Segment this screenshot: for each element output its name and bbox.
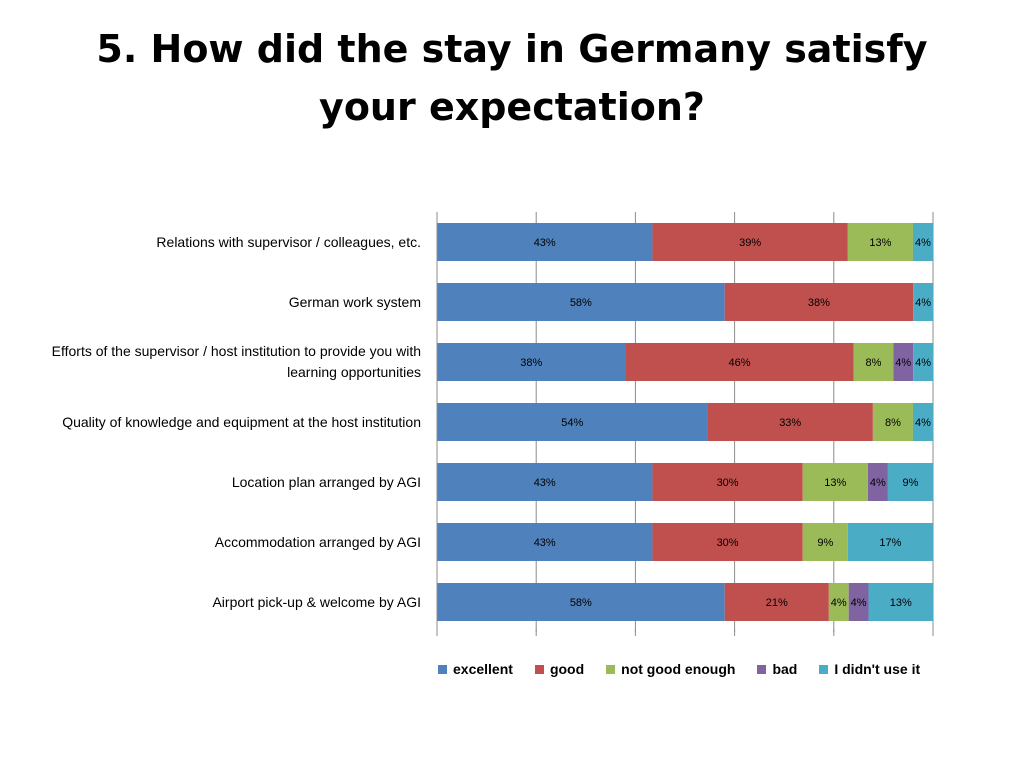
category-label: Location plan arranged by AGI <box>231 473 421 490</box>
legend-label: bad <box>772 661 798 677</box>
bar-segment <box>724 283 914 321</box>
legend-item: good <box>534 661 585 677</box>
bar-segment <box>437 523 653 561</box>
bar-segment <box>848 583 869 621</box>
bar-segment <box>652 223 848 261</box>
data-label: 4% <box>831 597 847 609</box>
bar-segment <box>437 403 708 441</box>
data-label: 4% <box>895 357 911 369</box>
legend-item: not good enough <box>606 661 735 677</box>
data-label: 30% <box>717 477 739 489</box>
bar-segment <box>437 343 626 381</box>
legend-swatch <box>757 664 767 674</box>
data-label: 39% <box>739 237 761 249</box>
data-label: 38% <box>808 297 830 309</box>
category-label: Airport pick-up & welcome by AGI <box>212 593 421 610</box>
bar-segment <box>652 523 803 561</box>
bar-segment <box>872 403 913 441</box>
bar-segment <box>707 403 873 441</box>
bar-segment <box>847 223 913 261</box>
data-label: 54% <box>561 417 583 429</box>
data-label: 4% <box>915 417 931 429</box>
bar-segment <box>437 283 725 321</box>
legend-swatch <box>534 664 544 674</box>
data-label: 4% <box>851 597 867 609</box>
legend-item: bad <box>757 661 797 677</box>
legend-item: excellent <box>438 661 513 677</box>
data-label: 17% <box>879 537 901 549</box>
category-label: Efforts of the supervisor / host institu… <box>51 343 421 380</box>
legend-swatch <box>606 664 616 674</box>
bar-segment <box>828 583 849 621</box>
category-label: Accommodation arranged by AGI <box>214 533 421 550</box>
legend-swatch <box>438 664 447 674</box>
legend-label: I didn't use it <box>834 661 921 677</box>
bar-segment <box>867 463 888 501</box>
data-label: 8% <box>885 417 901 429</box>
chart-title-line-1: 5. How did the stay in Germany satisfy <box>96 27 928 71</box>
bar-segment <box>652 463 803 501</box>
data-label: 9% <box>817 537 833 549</box>
category-label: Relations with supervisor / colleagues, … <box>156 233 421 250</box>
bar-segment <box>437 583 725 621</box>
data-label: 30% <box>717 537 739 549</box>
data-label: 4% <box>915 297 931 309</box>
category-label: German work system <box>288 293 421 310</box>
bar-segment <box>913 283 933 321</box>
bar-segment <box>853 343 894 381</box>
data-label: 33% <box>779 417 801 429</box>
legend: excellent good not good enough bad I didn't … <box>438 661 920 677</box>
bar-segment <box>868 583 933 621</box>
data-label: 46% <box>729 357 751 369</box>
data-label: 4% <box>870 477 886 489</box>
bar-segment <box>802 463 868 501</box>
bar-segment <box>802 523 848 561</box>
category-label: Quality of knowledge and equipment at th… <box>62 413 421 430</box>
data-label: 43% <box>534 537 556 549</box>
bar-segment <box>437 463 653 501</box>
data-label: 13% <box>824 477 846 489</box>
data-label: 43% <box>534 237 556 249</box>
legend-label: not good enough <box>621 661 736 677</box>
legend-swatch <box>819 664 829 674</box>
data-label: 4% <box>915 357 931 369</box>
bar-segment <box>847 523 933 561</box>
data-label: 8% <box>866 357 882 369</box>
bar-segment <box>887 463 933 501</box>
legend-item: I didn't use it <box>819 661 920 677</box>
bar-segment <box>625 343 854 381</box>
data-label: 43% <box>534 477 556 489</box>
data-label: 58% <box>570 297 592 309</box>
legend-label: good <box>549 661 585 677</box>
chart-title-line-2: your expectation? <box>319 85 705 129</box>
bar-segment <box>912 223 933 261</box>
bar-segment <box>724 583 829 621</box>
bar-segment <box>912 403 933 441</box>
data-label: 9% <box>903 477 919 489</box>
data-label: 4% <box>915 237 931 249</box>
bar-segment <box>893 343 914 381</box>
data-label: 21% <box>766 597 788 609</box>
data-label: 58% <box>570 597 592 609</box>
data-label: 13% <box>869 237 891 249</box>
bar-segment <box>913 343 933 381</box>
chart-title: 5. How did the stay in Germany satisfy y… <box>0 20 1024 136</box>
data-label: 38% <box>520 357 542 369</box>
bar-segment <box>437 223 653 261</box>
legend-label: excellent <box>453 661 513 677</box>
data-label: 13% <box>890 597 912 609</box>
